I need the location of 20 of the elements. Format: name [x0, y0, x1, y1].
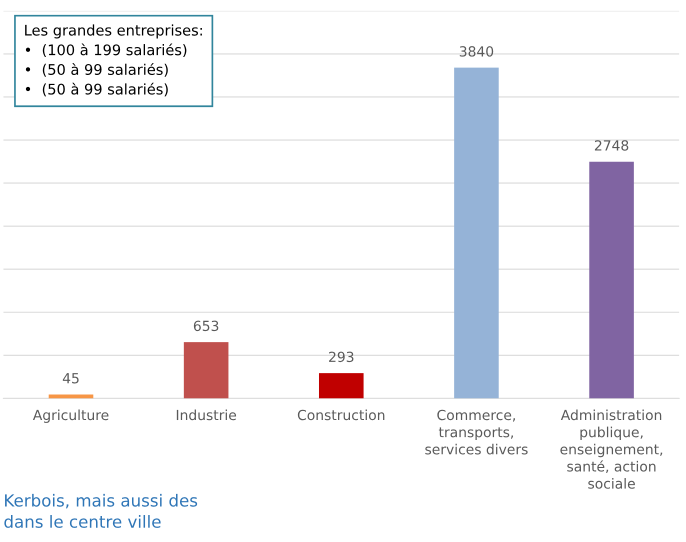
bar	[48, 394, 94, 398]
x-tick-label: Administration publique, enseignement, santé, action sociale	[560, 409, 662, 489]
annotation: • (100 à 199 salariés)	[26, 43, 186, 58]
data-label: 2748	[594, 140, 628, 151]
x-tick-label: Commerce, transports, services divers	[425, 410, 528, 455]
bar	[589, 162, 634, 398]
bar	[454, 68, 499, 398]
annotation: • (50 à 99 salariés)	[26, 63, 168, 77]
data-label: 3840	[460, 46, 494, 57]
bar	[184, 342, 228, 398]
x-tick-label: Agriculture	[32, 409, 108, 423]
data-label: 653	[194, 320, 218, 332]
data-label: 293	[329, 352, 354, 362]
x-tick-label: Industrie	[176, 409, 236, 420]
data-label: 45	[62, 373, 79, 384]
annotation: • (50 à 99 salariés)	[26, 82, 168, 96]
bar	[318, 373, 364, 398]
annotation: Les grandes entreprises:	[25, 24, 202, 39]
x-tick-label: Construction	[298, 409, 384, 420]
text: Kerbois, mais aussi des dans le centre ville	[4, 494, 198, 528]
